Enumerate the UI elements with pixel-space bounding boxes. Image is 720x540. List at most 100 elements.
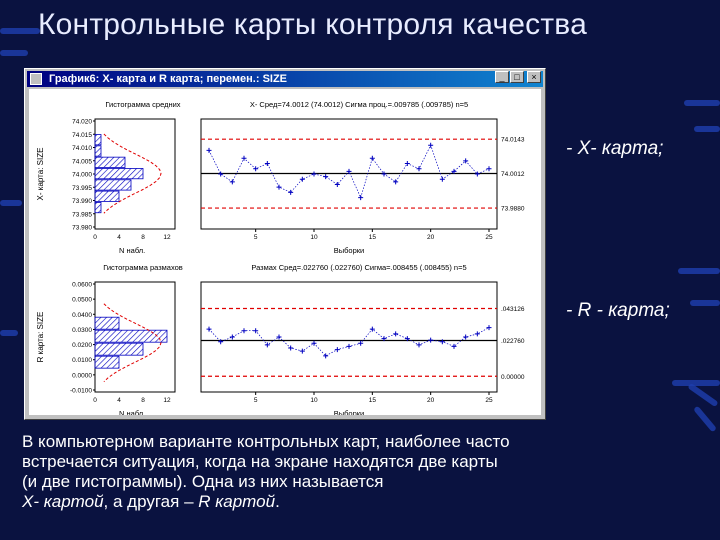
r-data-point — [463, 334, 469, 340]
x-hist-title: Гистограмма средних — [105, 100, 180, 109]
caption-mid: , а другая – — [103, 492, 199, 511]
maximize-button[interactable]: □ — [510, 71, 524, 83]
x-data-point — [229, 179, 235, 185]
x-data-point — [218, 171, 224, 177]
r-x-tick-label: 5 — [254, 397, 258, 404]
caption-x-term: X- картой — [22, 492, 104, 511]
r-data-point — [381, 336, 387, 342]
r-hist-title: Гистограмма размахов — [103, 263, 183, 272]
x-center-label: 74.0012 — [501, 171, 525, 178]
slide-caption: В компьютерном варианте контрольных карт… — [22, 432, 702, 512]
r-chart-frame — [200, 281, 498, 393]
caption-r-term: R картой — [198, 492, 276, 511]
x-data-point — [311, 171, 317, 177]
x-y-tick-label: 74.000 — [72, 172, 92, 179]
x-data-point — [241, 155, 247, 161]
x-data-point — [381, 171, 387, 177]
x-data-point — [288, 189, 294, 195]
window-titlebar[interactable]: График6: X- карта и R карта; перемен.: S… — [27, 71, 543, 87]
x-data-point — [404, 161, 410, 167]
x-hist-bar — [94, 190, 120, 202]
x-xlabel: Выборки — [334, 246, 365, 255]
x-y-tick-label: 74.020 — [72, 119, 92, 126]
x-data-point — [463, 158, 469, 164]
chart-window[interactable]: График6: X- карта и R карта; перемен.: S… — [24, 68, 546, 420]
r-data-point — [264, 342, 270, 348]
r-xlabel: Выборки — [334, 409, 365, 415]
r-data-point — [229, 334, 235, 340]
r-data-point — [369, 326, 375, 332]
minimize-button[interactable]: _ — [495, 71, 509, 83]
r-hist-xlabel: N набл. — [119, 409, 145, 415]
caption-line-1: В компьютерном варианте контрольных карт… — [22, 432, 510, 451]
x-hist-x-tick-label: 8 — [141, 234, 145, 241]
r-chart-title: Размах Сред=.022760 (.022760) Сигма=.008… — [251, 263, 466, 272]
r-data-point — [299, 348, 305, 354]
x-data-point — [439, 176, 445, 182]
x-hist-x-tick-label: 0 — [93, 234, 97, 241]
r-center-label: .022760 — [501, 338, 525, 345]
x-chart-title: X- Сред=74.0012 (74.0012) Сигма проц.=.0… — [250, 100, 468, 109]
x-hist-bar — [94, 202, 102, 214]
x-data-point — [299, 176, 305, 182]
x-y-tick-label: 73.995 — [72, 185, 92, 192]
x-data-point — [334, 181, 340, 187]
x-data-point — [474, 171, 480, 177]
r-hist-bar — [94, 329, 168, 343]
r-data-point — [439, 339, 445, 345]
x-lcl-label: 73.9880 — [501, 206, 525, 213]
r-data-point — [218, 339, 224, 345]
x-hist-bar — [94, 156, 126, 168]
x-hist-xlabel: N набл. — [119, 246, 145, 255]
x-y-tick-label: 74.005 — [72, 158, 92, 165]
r-x-tick-label: 10 — [310, 397, 318, 404]
r-data-point — [323, 353, 329, 359]
bullet-x-chart: - X- карта; — [566, 138, 664, 159]
caption-end: . — [275, 492, 280, 511]
r-y-tick-label: 0.0600 — [72, 282, 92, 289]
r-data-point — [334, 347, 340, 353]
x-y-tick-label: 73.980 — [72, 225, 92, 232]
control-charts-svg: X- Сред=74.0012 (74.0012) Сигма проц.=.0… — [36, 100, 525, 418]
x-x-tick-label: 20 — [427, 234, 435, 241]
x-data-point — [206, 147, 212, 153]
close-button[interactable]: × — [527, 71, 541, 83]
r-data-point — [404, 336, 410, 342]
x-hist-x-tick-label: 12 — [163, 234, 171, 241]
r-hist-bar — [94, 342, 144, 356]
x-y-tick-label: 73.985 — [72, 211, 92, 218]
r-lcl-label: 0.00000 — [501, 374, 525, 381]
r-data-point — [288, 345, 294, 351]
x-ylabel: X- карта: SIZE — [36, 148, 45, 201]
r-ylabel: R карта: SIZE — [36, 312, 45, 363]
x-hist-x-tick-label: 4 — [117, 234, 121, 241]
slide-title: Контрольные карты контроля качества — [38, 8, 587, 41]
r-data-point — [428, 337, 434, 343]
r-series-line — [208, 327, 490, 357]
x-hist-bar — [94, 134, 102, 146]
x-hist-bar — [94, 145, 102, 157]
r-y-tick-label: 0.0400 — [72, 312, 92, 319]
x-y-tick-label: 74.010 — [72, 145, 92, 152]
r-data-point — [241, 328, 247, 334]
r-data-point — [253, 328, 259, 334]
r-hist-x-tick-label: 4 — [117, 397, 121, 404]
x-ucl-label: 74.0143 — [501, 137, 525, 144]
app-icon — [30, 73, 42, 85]
r-x-tick-label: 25 — [485, 397, 493, 404]
r-y-tick-label: 0.0100 — [72, 357, 92, 364]
caption-line-3: (и две гистограммы). Одна из них называе… — [22, 472, 384, 491]
r-y-tick-label: 0.0300 — [72, 327, 92, 334]
x-data-point — [416, 166, 422, 172]
x-data-point — [264, 161, 270, 167]
r-y-tick-label: -0.0100 — [70, 388, 92, 395]
x-y-tick-label: 73.990 — [72, 198, 92, 205]
r-data-point — [311, 340, 317, 346]
x-data-point — [451, 168, 457, 174]
x-data-point — [486, 166, 492, 172]
r-hist-x-tick-label: 12 — [163, 397, 171, 404]
r-y-tick-label: 0.0500 — [72, 297, 92, 304]
r-data-point — [486, 325, 492, 331]
r-data-point — [416, 342, 422, 348]
